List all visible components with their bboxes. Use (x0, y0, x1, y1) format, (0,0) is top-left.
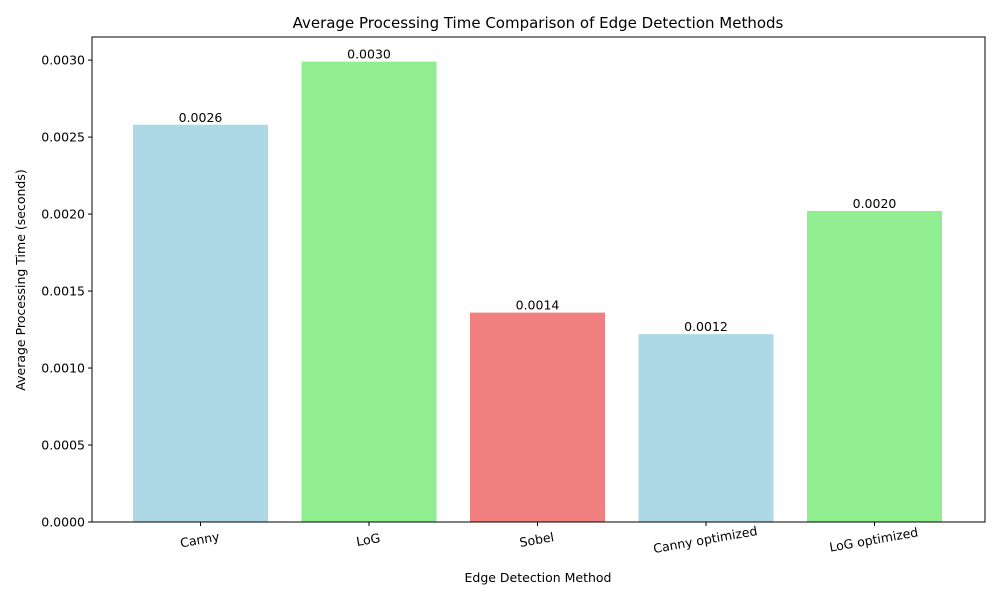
y-axis-label: Average Processing Time (seconds) (13, 169, 28, 390)
data-label: 0.0026 (179, 110, 223, 125)
bars-layer (133, 61, 942, 523)
bar-log (301, 61, 437, 522)
x-tick-label: LoG optimized (828, 524, 919, 554)
y-tick-label: 0.0010 (41, 361, 85, 376)
data-labels-layer: 0.0026 0.0030 0.0014 0.0012 0.0020 (179, 47, 897, 335)
y-tick-label: 0.0025 (41, 130, 85, 145)
data-label: 0.0030 (347, 47, 391, 62)
y-tick-label: 0.0005 (41, 438, 85, 453)
chart-title: Average Processing Time Comparison of Ed… (293, 14, 784, 32)
data-label: 0.0014 (516, 298, 560, 313)
y-tick-label: 0.0015 (41, 284, 85, 299)
x-tick-label: Canny optimized (652, 523, 758, 556)
bar-canny-optimized (638, 334, 774, 522)
x-axis-label: Edge Detection Method (464, 570, 611, 585)
x-tick-label: Canny (179, 529, 221, 551)
bar-canny (133, 124, 268, 522)
data-label: 0.0012 (684, 319, 728, 334)
y-tick-label: 0.0020 (41, 207, 85, 222)
data-label: 0.0020 (853, 196, 897, 211)
x-tick-label: LoG (355, 530, 381, 549)
plot-frame (91, 36, 986, 523)
x-tick-label: Sobel (518, 529, 555, 550)
y-tick-label: 0.0000 (41, 515, 85, 530)
y-tick-label: 0.0030 (41, 53, 85, 68)
bar-log-optimized (807, 210, 942, 523)
bar-sobel (470, 312, 605, 522)
